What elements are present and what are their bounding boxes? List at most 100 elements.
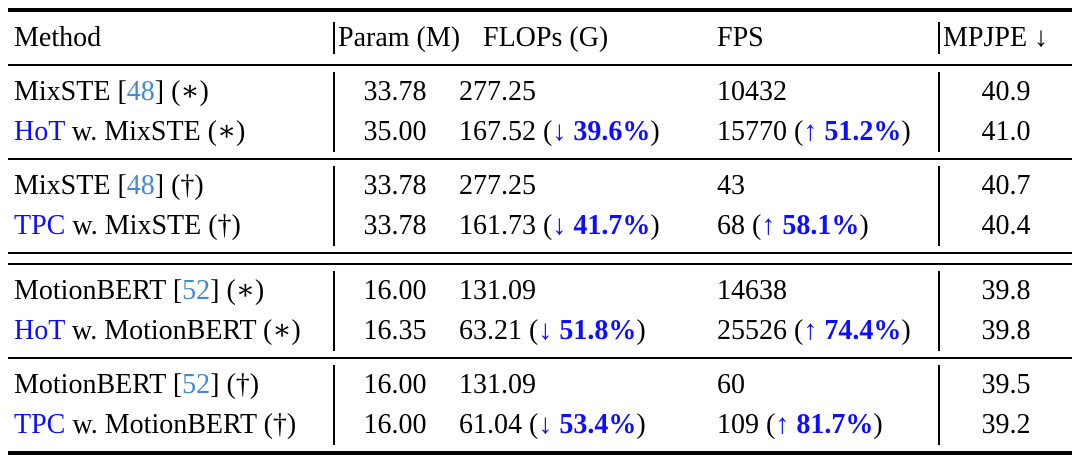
param-cell: 35.00 — [363, 116, 427, 147]
down-arrow-icon: ↓ — [538, 315, 560, 346]
paren-open: ( — [536, 210, 553, 241]
paren-close: ) — [650, 210, 660, 241]
fps-column: 60 109 (↑ 81.7%) — [712, 365, 938, 445]
mpjpe-column: 40.7 40.4 — [938, 166, 1072, 246]
paren-open: ( — [522, 409, 539, 440]
table-group-motionbert-star: MotionBERT [52] (∗) HoT w. MotionBERT (∗… — [8, 265, 1072, 357]
method-name: MixSTE [ — [14, 170, 127, 201]
fps-cell: 10432 — [717, 72, 938, 112]
param-cell: 33.78 — [363, 210, 427, 241]
flops-reduction-percent: 53.4% — [559, 409, 637, 440]
fps-cell: 14638 — [717, 271, 938, 311]
flops-column: 277.25 167.52 (↓ 39.6%) — [455, 72, 712, 152]
fps-gain-percent: 51.2% — [824, 116, 902, 147]
mpjpe-cell: 39.5 — [981, 369, 1031, 400]
fps-cell: 68 (↑ 58.1%) — [717, 206, 938, 246]
method-column: MixSTE [48] (∗) HoT w. MixSTE (∗) — [8, 72, 333, 152]
fps-column: 10432 15770 (↑ 51.2%) — [712, 72, 938, 152]
group-separator-rule — [8, 158, 1072, 160]
fps-cell: 43 — [717, 166, 938, 206]
method-rest: w. MixSTE (∗) — [64, 116, 246, 147]
citation-link[interactable]: 52 — [182, 369, 211, 400]
mpjpe-cell: 40.9 — [981, 76, 1031, 107]
param-column: 16.00 16.35 — [333, 271, 455, 351]
method-column: MixSTE [48] (†) TPC w. MixSTE (†) — [8, 166, 333, 246]
fps-gain-percent: 81.7% — [796, 409, 874, 440]
up-arrow-icon: ↑ — [803, 116, 825, 147]
method-cell: MotionBERT [52] (†) — [14, 365, 333, 405]
fps-column: 43 68 (↑ 58.1%) — [712, 166, 938, 246]
results-table: Method Param (M) FLOPs (G) FPS MPJPE ↓ M… — [8, 0, 1072, 455]
flops-column: 277.25 161.73 (↓ 41.7%) — [455, 166, 712, 246]
top-rule — [8, 8, 1072, 12]
method-rest: w. MotionBERT (†) — [65, 409, 297, 440]
up-arrow-icon: ↑ — [803, 315, 825, 346]
method-accel-name: TPC — [14, 409, 66, 440]
flops-cell: 161.73 (↓ 41.7%) — [459, 206, 712, 246]
header-param: Param (M) — [333, 22, 460, 54]
mpjpe-column: 40.9 41.0 — [938, 72, 1072, 152]
flops-value: 167.52 — [459, 116, 536, 147]
method-accel-name: HoT — [14, 116, 65, 147]
param-cell: 16.00 — [363, 369, 427, 400]
table-group-mixste-star: MixSTE [48] (∗) HoT w. MixSTE (∗) 33.78 … — [8, 66, 1072, 158]
flops-reduction-percent: 39.6% — [573, 116, 651, 147]
citation-link[interactable]: 48 — [126, 170, 155, 201]
flops-value: 277.25 — [459, 76, 536, 107]
method-column: MotionBERT [52] (†) TPC w. MotionBERT (†… — [8, 365, 333, 445]
citation-link[interactable]: 48 — [126, 76, 155, 107]
up-arrow-icon: ↑ — [775, 409, 797, 440]
table-header-row: Method Param (M) FLOPs (G) FPS MPJPE ↓ — [8, 12, 1072, 64]
mpjpe-column: 39.8 39.8 — [938, 271, 1072, 351]
method-cell: MotionBERT [52] (∗) — [14, 271, 333, 311]
param-column: 33.78 35.00 — [333, 72, 455, 152]
paren-close: ) — [650, 116, 660, 147]
citation-link[interactable]: 52 — [182, 275, 211, 306]
param-cell: 33.78 — [363, 170, 427, 201]
header-method: Method — [14, 22, 102, 53]
fps-gain-percent: 58.1% — [782, 210, 860, 241]
param-cell: 16.00 — [363, 409, 427, 440]
method-name: MotionBERT [ — [14, 369, 183, 400]
header-flops: FLOPs (G) — [483, 22, 609, 53]
fps-value: 68 — [717, 210, 745, 241]
paren-open: ( — [787, 116, 804, 147]
double-separator-rule — [8, 252, 1072, 265]
method-rest: w. MixSTE (†) — [65, 210, 241, 241]
method-cell: TPC w. MotionBERT (†) — [14, 405, 333, 445]
header-fps: FPS — [717, 22, 764, 53]
method-cell: HoT w. MixSTE (∗) — [14, 112, 333, 152]
mpjpe-cell: 39.8 — [981, 275, 1031, 306]
method-marker: ] (†) — [154, 170, 204, 201]
down-arrow-icon: ↓ — [538, 409, 560, 440]
table-group-mixste-dagger: MixSTE [48] (†) TPC w. MixSTE (†) 33.78 … — [8, 160, 1072, 252]
flops-value: 63.21 — [459, 315, 522, 346]
down-arrow-icon: ↓ — [552, 210, 574, 241]
fps-cell: 15770 (↑ 51.2%) — [717, 112, 938, 152]
method-cell: TPC w. MixSTE (†) — [14, 206, 333, 246]
up-arrow-icon: ↑ — [761, 210, 783, 241]
paren-close: ) — [636, 315, 646, 346]
fps-value: 15770 — [717, 116, 787, 147]
flops-cell: 277.25 — [459, 166, 712, 206]
method-marker: ] (∗) — [210, 275, 265, 306]
paren-open: ( — [745, 210, 762, 241]
paren-open: ( — [759, 409, 776, 440]
fps-gain-percent: 74.4% — [824, 315, 902, 346]
method-rest: w. MotionBERT (∗) — [64, 315, 301, 346]
flops-column: 131.09 63.21 (↓ 51.8%) — [455, 271, 712, 351]
paren-close: ) — [873, 409, 883, 440]
paren-close: ) — [859, 210, 869, 241]
method-marker: ] (†) — [210, 369, 260, 400]
flops-cell: 63.21 (↓ 51.8%) — [459, 311, 712, 351]
mpjpe-cell: 40.4 — [981, 210, 1031, 241]
flops-value: 161.73 — [459, 210, 536, 241]
flops-cell: 131.09 — [459, 365, 712, 405]
flops-value: 131.09 — [459, 369, 536, 400]
method-cell: MixSTE [48] (∗) — [14, 72, 333, 112]
fps-column: 14638 25526 (↑ 74.4%) — [712, 271, 938, 351]
fps-value: 43 — [717, 170, 745, 201]
method-name: MotionBERT [ — [14, 275, 183, 306]
mpjpe-column: 39.5 39.2 — [938, 365, 1072, 445]
flops-value: 61.04 — [459, 409, 522, 440]
